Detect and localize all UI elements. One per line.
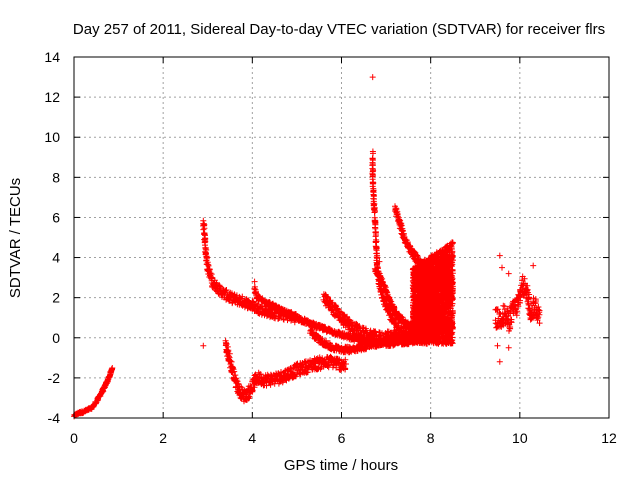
y-tick-label: 10 <box>44 129 60 145</box>
y-tick-label: 8 <box>52 169 60 185</box>
x-axis-label: GPS time / hours <box>284 457 398 474</box>
y-tick-label: 2 <box>52 290 60 306</box>
y-axis: -4 -2 0 2 4 6 8 10 12 14 <box>44 49 609 426</box>
x-tick-label: 0 <box>70 430 78 446</box>
data-points <box>71 74 543 420</box>
y-tick-label: 12 <box>44 89 60 105</box>
y-axis-label: SDTVAR / TECUs <box>7 178 24 298</box>
sdtvar-series-markers <box>71 74 543 420</box>
y-tick-label: -4 <box>48 410 61 426</box>
y-tick-label: -2 <box>48 370 61 386</box>
x-tick-label: 12 <box>601 430 617 446</box>
y-tick-label: 6 <box>52 209 60 225</box>
y-tick-label: 4 <box>52 250 60 266</box>
plot-frame <box>73 56 610 419</box>
chart-title: Day 257 of 2011, Sidereal Day-to-day VTE… <box>73 21 605 38</box>
x-tick-label: 6 <box>338 430 346 446</box>
x-tick-label: 10 <box>512 430 528 446</box>
x-tick-label: 8 <box>427 430 435 446</box>
x-tick-label: 4 <box>248 430 256 446</box>
x-axis: 0 2 4 6 8 10 12 <box>70 57 617 446</box>
y-tick-label: 0 <box>52 330 60 346</box>
y-tick-label: 14 <box>44 49 60 65</box>
x-tick-label: 2 <box>159 430 167 446</box>
